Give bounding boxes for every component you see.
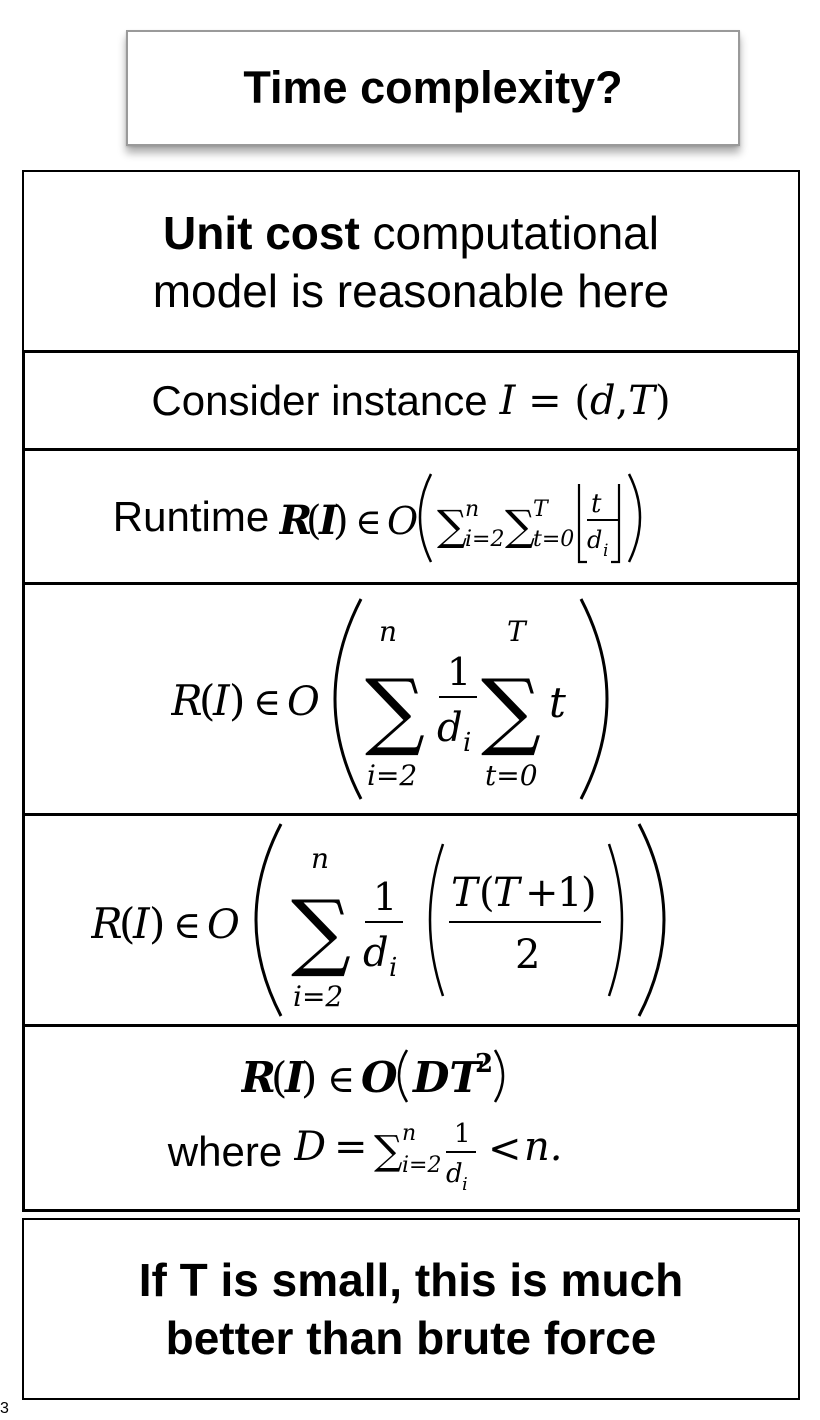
svg-text:): ) (301, 1053, 317, 1102)
where-formula: D = ∑ n i=2 1 d i < n. (294, 1119, 562, 1192)
svg-text:R: R (241, 1053, 276, 1102)
svg-text:n: n (311, 842, 329, 875)
svg-text:2: 2 (515, 932, 540, 978)
closed-form-formula: R ( I ) ∈ O n ∑ i=2 1 d i T ( T + 1 ) 2 (91, 823, 666, 1017)
svg-text:1: 1 (557, 870, 582, 916)
model-box: Unit cost computational model is reasona… (22, 170, 800, 353)
svg-text:): ) (229, 676, 245, 725)
svg-text:I: I (318, 497, 339, 544)
result-where-line: where D = ∑ n i=2 1 d i < n. (168, 1112, 654, 1192)
svg-text:∑: ∑ (291, 882, 351, 980)
sum-formula: R ( I ) ∈ O n ∑ i=2 1 d i T ∑ t=0 t (171, 598, 609, 800)
svg-text:i: i (462, 1174, 468, 1192)
sum-formula-box: R ( I ) ∈ O n ∑ i=2 1 d i T ∑ t=0 t (22, 582, 800, 816)
conclusion-text: If T is small, this is much better than … (139, 1251, 683, 1367)
svg-text:i=2: i=2 (293, 980, 343, 1013)
svg-text:=: = (334, 1124, 368, 1170)
svg-text:T: T (493, 870, 523, 916)
svg-text:n.: n. (524, 1124, 562, 1170)
unit-cost-label: Unit cost (163, 206, 360, 259)
svg-text:t=0: t=0 (485, 759, 538, 792)
svg-text:(: ( (119, 899, 135, 948)
svg-text:I: I (132, 899, 151, 948)
svg-text:(: ( (306, 498, 322, 544)
title-box: Time complexity? (126, 30, 740, 146)
svg-text:d: d (363, 930, 389, 976)
slide-number: 3 (0, 1400, 9, 1417)
svg-text:O: O (207, 902, 240, 948)
svg-text:O: O (361, 1053, 398, 1102)
result-formula: R ( I ) ∈ O DT 2 (241, 1049, 505, 1103)
svg-text:i=2: i=2 (367, 759, 417, 792)
slide-title: Time complexity? (243, 62, 623, 113)
svg-text:t=0: t=0 (533, 527, 574, 552)
svg-text:T: T (507, 615, 528, 648)
runtime-box: Runtime R ( I ) ∈ O ∑ n i=2 ∑ T t=0 t d … (22, 448, 800, 585)
svg-text:i: i (389, 953, 397, 983)
svg-text:∑: ∑ (481, 661, 541, 759)
svg-text:(: ( (271, 1053, 287, 1102)
svg-text:n: n (379, 615, 397, 648)
conclusion-line1: If T is small, this is much (138, 1254, 684, 1306)
svg-text:DT: DT (412, 1053, 483, 1102)
svg-text:(: ( (199, 676, 215, 725)
svg-text:(: ( (479, 870, 495, 916)
svg-text:T: T (451, 870, 481, 916)
svg-text:∈: ∈ (355, 502, 382, 543)
svg-text:O: O (387, 499, 418, 543)
model-line2: model is reasonable here (152, 264, 670, 317)
svg-text:): ) (149, 899, 165, 948)
svg-text:O: O (287, 679, 320, 725)
svg-text:D: D (294, 1124, 326, 1170)
svg-text:d: d (437, 705, 463, 751)
runtime-label: Runtime (112, 492, 270, 540)
svg-text:i: i (463, 728, 471, 758)
svg-text:R: R (279, 497, 312, 544)
svg-text:1: 1 (373, 875, 397, 919)
svg-text:1: 1 (454, 1119, 471, 1149)
svg-text:i: i (603, 541, 608, 561)
svg-text:): ) (581, 870, 597, 916)
svg-text:1: 1 (447, 650, 471, 694)
result-box: R ( I ) ∈ O DT 2 where D = ∑ n i=2 1 d i… (22, 1024, 800, 1212)
model-text: Unit cost computational model is reasona… (153, 204, 670, 320)
svg-text:i=2: i=2 (402, 1153, 441, 1178)
svg-text:I: I (284, 1053, 306, 1102)
svg-text:t: t (591, 489, 602, 519)
svg-text:∑: ∑ (437, 501, 467, 550)
svg-text:∈: ∈ (173, 903, 201, 947)
svg-text:I: I (212, 676, 231, 725)
svg-text:R: R (171, 676, 203, 725)
closed-form-box: R ( I ) ∈ O n ∑ i=2 1 d i T ( T + 1 ) 2 (22, 813, 800, 1027)
svg-text:<: < (488, 1126, 522, 1172)
svg-text:): ) (333, 498, 349, 544)
instance-box: Consider instance I = (d,T) (22, 350, 800, 451)
svg-text:T: T (533, 497, 550, 522)
conclusion-line2: better than brute force (165, 1312, 657, 1364)
svg-text:R: R (91, 899, 123, 948)
svg-text:n: n (402, 1121, 416, 1146)
svg-text:t: t (549, 678, 566, 727)
svg-text:∈: ∈ (327, 1057, 355, 1101)
runtime-formula: R ( I ) ∈ O ∑ n i=2 ∑ T t=0 t d i (279, 472, 642, 563)
svg-text:∑: ∑ (365, 661, 425, 759)
conclusion-box: If T is small, this is much better than … (22, 1218, 800, 1400)
instance-formula: I = (d,T) (499, 377, 671, 424)
svg-text:n: n (465, 497, 479, 522)
svg-text:∑: ∑ (374, 1128, 403, 1174)
model-line1: computational (359, 206, 659, 259)
svg-text:d: d (587, 526, 602, 554)
where-label: where (167, 1128, 283, 1175)
svg-text:i=2: i=2 (465, 527, 504, 552)
svg-text:∑: ∑ (505, 501, 535, 550)
svg-text:d: d (446, 1159, 463, 1189)
svg-text:∈: ∈ (253, 680, 281, 724)
svg-text:2: 2 (475, 1049, 493, 1079)
svg-text:+: + (525, 870, 559, 916)
instance-label: Consider instance (151, 376, 488, 424)
